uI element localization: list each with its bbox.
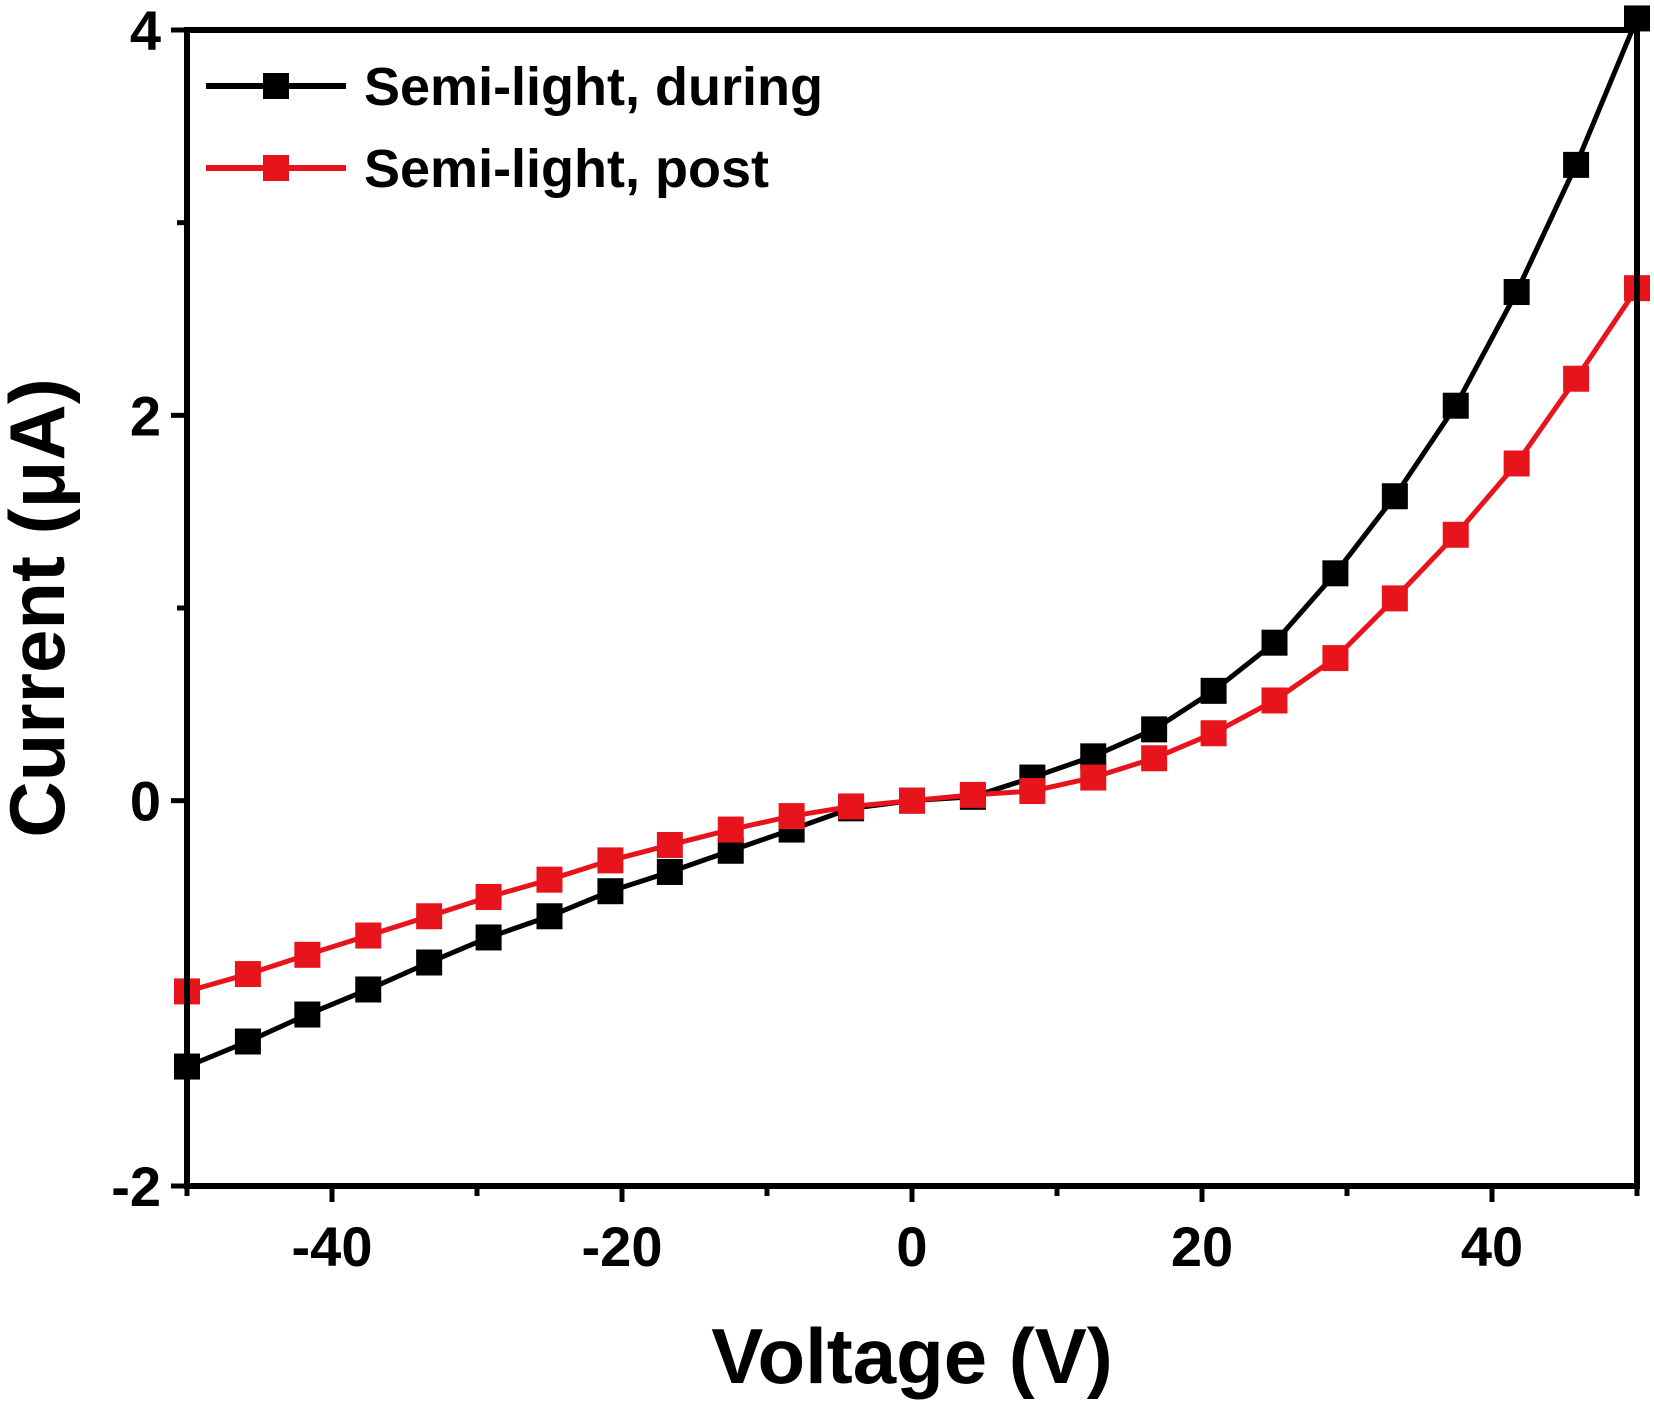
data-point xyxy=(1503,279,1530,306)
y-axis-title: Current (μA) xyxy=(0,378,81,837)
x-tick-label: -40 xyxy=(292,1215,373,1278)
data-point xyxy=(416,949,443,976)
data-point xyxy=(234,961,261,988)
data-point xyxy=(475,924,502,951)
legend-item: Semi-light, during xyxy=(206,57,823,117)
data-point xyxy=(536,866,563,893)
data-point xyxy=(597,878,624,905)
data-point xyxy=(656,831,683,858)
legend-marker xyxy=(263,73,289,99)
data-point xyxy=(1261,629,1288,656)
y-tick-label: 4 xyxy=(130,0,161,62)
data-point xyxy=(1503,450,1530,477)
series-line xyxy=(186,286,1640,994)
data-point xyxy=(1141,716,1168,743)
data-point xyxy=(656,858,683,885)
data-point xyxy=(475,884,502,910)
data-point xyxy=(1322,560,1349,587)
data-point xyxy=(416,903,443,930)
data-point xyxy=(1019,778,1046,805)
data-point xyxy=(294,941,321,968)
data-point xyxy=(1381,585,1408,612)
data-point xyxy=(294,1001,321,1028)
data-point xyxy=(355,976,382,1003)
data-point xyxy=(597,847,624,874)
x-tick-label: 20 xyxy=(1171,1215,1233,1278)
data-point xyxy=(1200,677,1227,704)
axis-ticks xyxy=(171,27,1640,1202)
legend-marker xyxy=(263,155,289,181)
legend-label: Semi-light, post xyxy=(364,139,769,199)
data-point xyxy=(1141,745,1168,772)
data-point xyxy=(1563,365,1590,392)
legend-label: Semi-light, during xyxy=(364,57,823,117)
data-point xyxy=(536,903,563,930)
series-2 xyxy=(174,275,1650,1005)
plot-frame xyxy=(184,27,1640,1189)
data-point xyxy=(1442,392,1469,419)
series-layer xyxy=(174,5,1650,1080)
data-point xyxy=(1381,483,1408,510)
y-tick-label: 0 xyxy=(130,770,161,833)
data-point xyxy=(1080,764,1107,791)
data-point xyxy=(838,793,865,820)
data-point xyxy=(778,803,805,830)
data-point xyxy=(959,781,986,808)
legend-item: Semi-light, post xyxy=(206,139,769,199)
y-tick-label: 2 xyxy=(130,384,161,447)
legend: Semi-light, during Semi-light, post xyxy=(206,57,823,199)
x-tick-label: -20 xyxy=(582,1215,663,1278)
data-point xyxy=(899,787,925,814)
data-point xyxy=(234,1028,261,1055)
x-tick-label: 40 xyxy=(1461,1215,1523,1278)
data-point xyxy=(1322,645,1349,672)
data-point xyxy=(355,922,382,949)
x-tick-label: 0 xyxy=(896,1215,927,1278)
y-tick-label: -2 xyxy=(111,1155,161,1218)
data-point xyxy=(1563,151,1590,178)
x-axis-title: Voltage (V) xyxy=(711,1312,1113,1400)
data-point xyxy=(1200,720,1227,747)
data-point xyxy=(1442,521,1469,548)
data-point xyxy=(1261,687,1288,714)
data-point xyxy=(717,816,744,843)
